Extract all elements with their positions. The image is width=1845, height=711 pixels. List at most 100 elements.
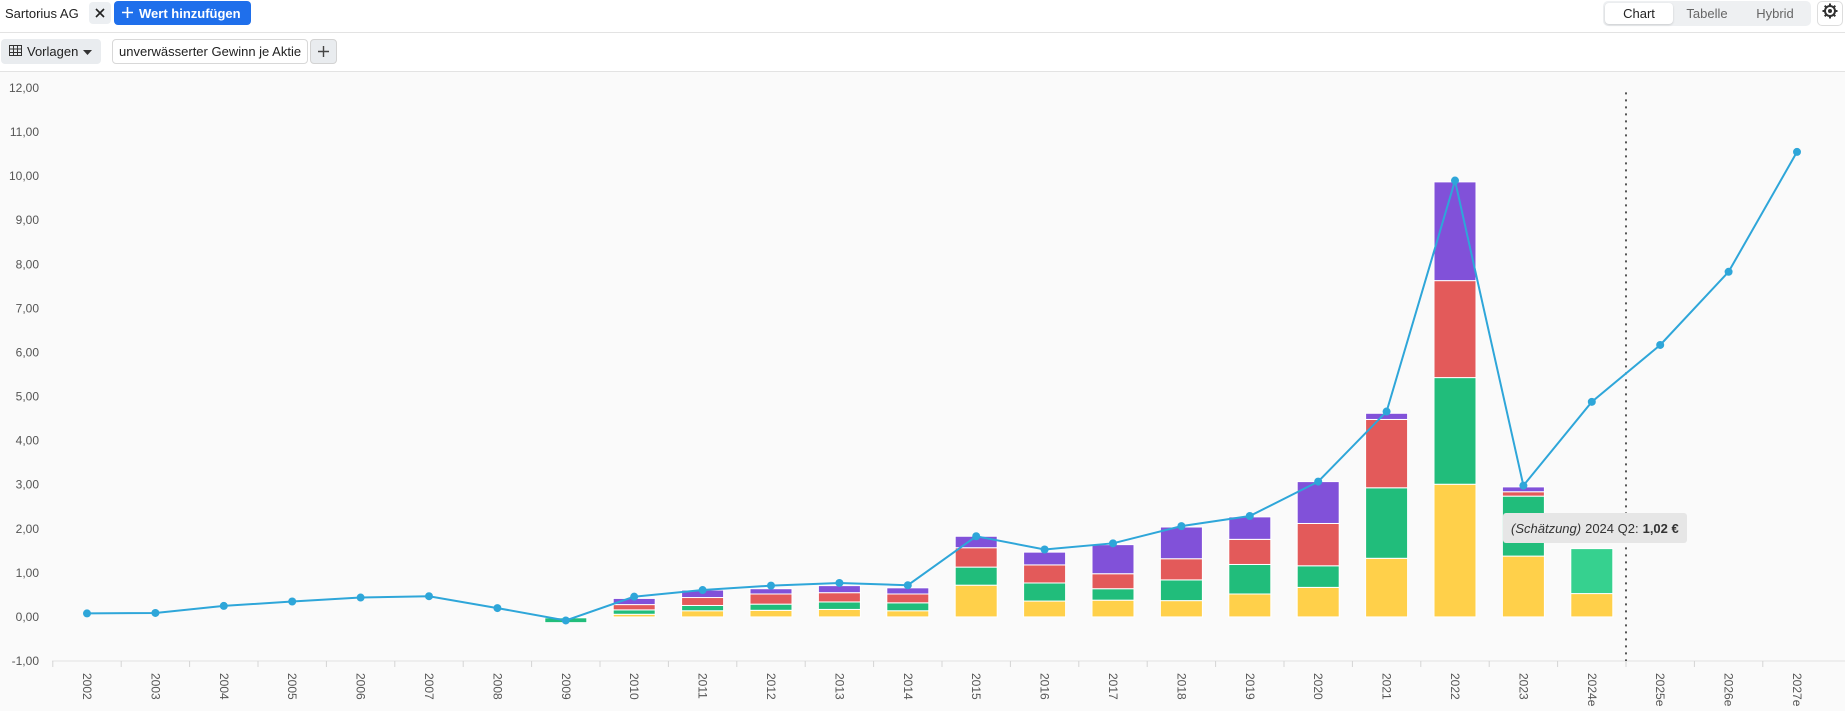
- top-bar: Sartorius AG Wert hinzufügen Chart Tabel…: [0, 0, 1845, 33]
- y-tick-label: 5,00: [16, 390, 40, 404]
- eps-line-point: [356, 593, 365, 602]
- close-icon[interactable]: [88, 2, 111, 24]
- company-name: Sartorius AG: [5, 5, 79, 21]
- eps-line-point: [1109, 539, 1117, 548]
- x-tick-label: 2015: [969, 673, 983, 700]
- tooltip-prefix: (Schätzung): [1511, 520, 1582, 536]
- x-tick-label: 2007: [422, 673, 436, 700]
- eps-line-point: [630, 592, 639, 601]
- y-tick-label: 9,00: [16, 213, 40, 227]
- bar-segment-q2: [954, 566, 998, 586]
- eps-line-point: [1451, 176, 1459, 185]
- eps-line-point: [151, 608, 160, 617]
- y-tick-label: 7,00: [16, 301, 40, 315]
- bar-segment-q3: [1159, 558, 1203, 581]
- bar-segment-q3: [749, 593, 793, 605]
- x-tick-label: 2024e: [1585, 673, 1599, 707]
- bar-segment-q4: [1159, 526, 1203, 560]
- bar-segment-q1: [1091, 599, 1135, 618]
- bar-segment-q3: [612, 604, 656, 611]
- company-tab[interactable]: Sartorius AG: [0, 2, 111, 24]
- bar-segment-q1: [886, 610, 930, 618]
- add-metric-button[interactable]: [310, 39, 337, 64]
- x-tick-label: 2003: [148, 673, 162, 700]
- eps-line-point: [425, 592, 433, 601]
- bar-segment-q1: [1501, 555, 1545, 618]
- eps-line-point: [1314, 477, 1323, 486]
- x-tick-label: 2018: [1174, 673, 1188, 700]
- plus-icon: [122, 6, 133, 21]
- bar-segment-q2: [681, 604, 725, 612]
- eps-line-point: [561, 616, 570, 625]
- bar-segment-q2: [612, 609, 656, 615]
- bar-segment-q2: [1228, 563, 1272, 595]
- bar-segment-q1: [1570, 593, 1614, 618]
- eps-line-point: [835, 578, 844, 587]
- x-tick-label: 2002: [80, 673, 94, 700]
- bar-segment-q4: [1228, 516, 1272, 540]
- bar-segment-q3: [1296, 522, 1340, 567]
- x-tick-label: 2010: [627, 673, 641, 700]
- x-tick-label: 2017: [1106, 673, 1120, 700]
- metric-toolbar: Vorlagen unverwässerter Gewinn je Aktie: [0, 33, 1845, 72]
- tab-chart[interactable]: Chart: [1605, 3, 1673, 24]
- eps-line-point: [903, 581, 912, 590]
- tab-hybrid[interactable]: Hybrid: [1756, 6, 1794, 21]
- bar-segment-q1: [681, 610, 725, 618]
- x-tick-label: 2023: [1516, 673, 1530, 700]
- x-tick-label: 2027e: [1790, 673, 1804, 707]
- bar-segment-q3: [1228, 538, 1272, 565]
- metric-chip[interactable]: unverwässerter Gewinn je Aktie: [112, 39, 309, 64]
- eps-line-point: [1724, 267, 1733, 276]
- eps-line-point: [1587, 397, 1596, 406]
- x-tick-label: 2011: [696, 673, 710, 699]
- eps-line-point: [288, 597, 297, 606]
- bar-segment-q2: [749, 603, 793, 611]
- bar-segment-q3: [1433, 280, 1477, 379]
- x-tick-label: 2006: [354, 673, 368, 700]
- bar-segment-q2: [1365, 487, 1409, 559]
- bar-segment-q2: [1296, 565, 1340, 588]
- bar-segment-q1: [749, 609, 793, 618]
- bar-segment-q4: [1091, 544, 1135, 575]
- bar-segment-q4: [1023, 551, 1067, 566]
- x-tick-label: 2025e: [1653, 673, 1667, 707]
- y-tick-label: 10,00: [9, 169, 39, 183]
- templates-dropdown[interactable]: Vorlagen: [1, 39, 102, 64]
- add-value-button[interactable]: Wert hinzufügen: [114, 1, 251, 25]
- eps-line-point: [1793, 147, 1801, 156]
- eps-line-point: [767, 581, 775, 590]
- grid-icon: [9, 44, 22, 59]
- chart-tooltip: (Schätzung) 2024 Q2: 1,02 €: [1503, 513, 1687, 543]
- eps-line-point: [493, 604, 502, 613]
- tab-table[interactable]: Tabelle: [1686, 6, 1728, 21]
- eps-line-point: [698, 586, 707, 595]
- x-tick-label: 2005: [285, 673, 299, 700]
- bar-segment-q2: [1570, 548, 1614, 595]
- x-tick-label: 2012: [764, 673, 778, 700]
- y-tick-label: 12,00: [9, 81, 39, 95]
- bar-segment-q1: [954, 584, 998, 618]
- x-tick-label: 2008: [490, 673, 504, 700]
- bar-segment-q3: [1023, 564, 1067, 584]
- eps-chart: 12,00 11,00 10,00 9,00 8,00 7,00 6,00 5,00 4,00 3…: [9, 81, 1845, 707]
- bar-segment-q2: [886, 602, 930, 612]
- bar-segment-q1: [1159, 600, 1203, 618]
- y-tick-label: 2,00: [16, 522, 40, 536]
- bar-segment-q3: [954, 547, 998, 568]
- bar-segment-q1: [817, 608, 861, 618]
- eps-line-point: [1245, 511, 1254, 520]
- eps-line-point: [219, 601, 228, 610]
- eps-line-point: [1177, 522, 1186, 531]
- x-tick-label: 2013: [832, 673, 846, 700]
- bar-segment-q1: [1296, 586, 1340, 618]
- eps-line: [86, 151, 1798, 622]
- bar-segment-q1: [1023, 600, 1067, 618]
- y-tick-label: 0,00: [16, 610, 40, 624]
- settings-button[interactable]: [1817, 1, 1843, 26]
- y-tick-label: 11,00: [10, 125, 39, 139]
- add-value-label: Wert hinzufügen: [139, 5, 241, 21]
- x-tick-label: 2014: [901, 673, 915, 700]
- bar-segment-q3: [1091, 573, 1135, 590]
- bar-segment-q3: [1501, 491, 1545, 497]
